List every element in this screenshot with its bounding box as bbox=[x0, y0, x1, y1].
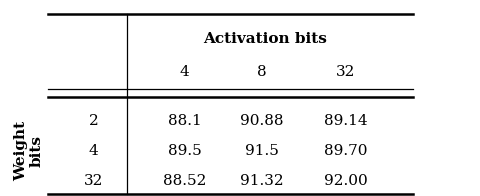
Text: 89.5: 89.5 bbox=[168, 144, 202, 158]
Text: Activation bits: Activation bits bbox=[203, 32, 327, 46]
Text: 89.70: 89.70 bbox=[324, 144, 367, 158]
Text: 32: 32 bbox=[336, 64, 355, 79]
Text: 8: 8 bbox=[257, 64, 266, 79]
Text: 4: 4 bbox=[180, 64, 190, 79]
Text: 91.32: 91.32 bbox=[240, 174, 283, 188]
Text: 91.5: 91.5 bbox=[245, 144, 278, 158]
Text: 88.1: 88.1 bbox=[168, 113, 202, 128]
Text: 92.00: 92.00 bbox=[324, 174, 368, 188]
Text: 89.14: 89.14 bbox=[324, 113, 367, 128]
Text: 32: 32 bbox=[84, 174, 103, 188]
Text: 90.88: 90.88 bbox=[240, 113, 283, 128]
Text: Weight
bits: Weight bits bbox=[14, 121, 44, 181]
Text: 88.52: 88.52 bbox=[163, 174, 206, 188]
Text: 2: 2 bbox=[89, 113, 98, 128]
Text: 4: 4 bbox=[89, 144, 98, 158]
